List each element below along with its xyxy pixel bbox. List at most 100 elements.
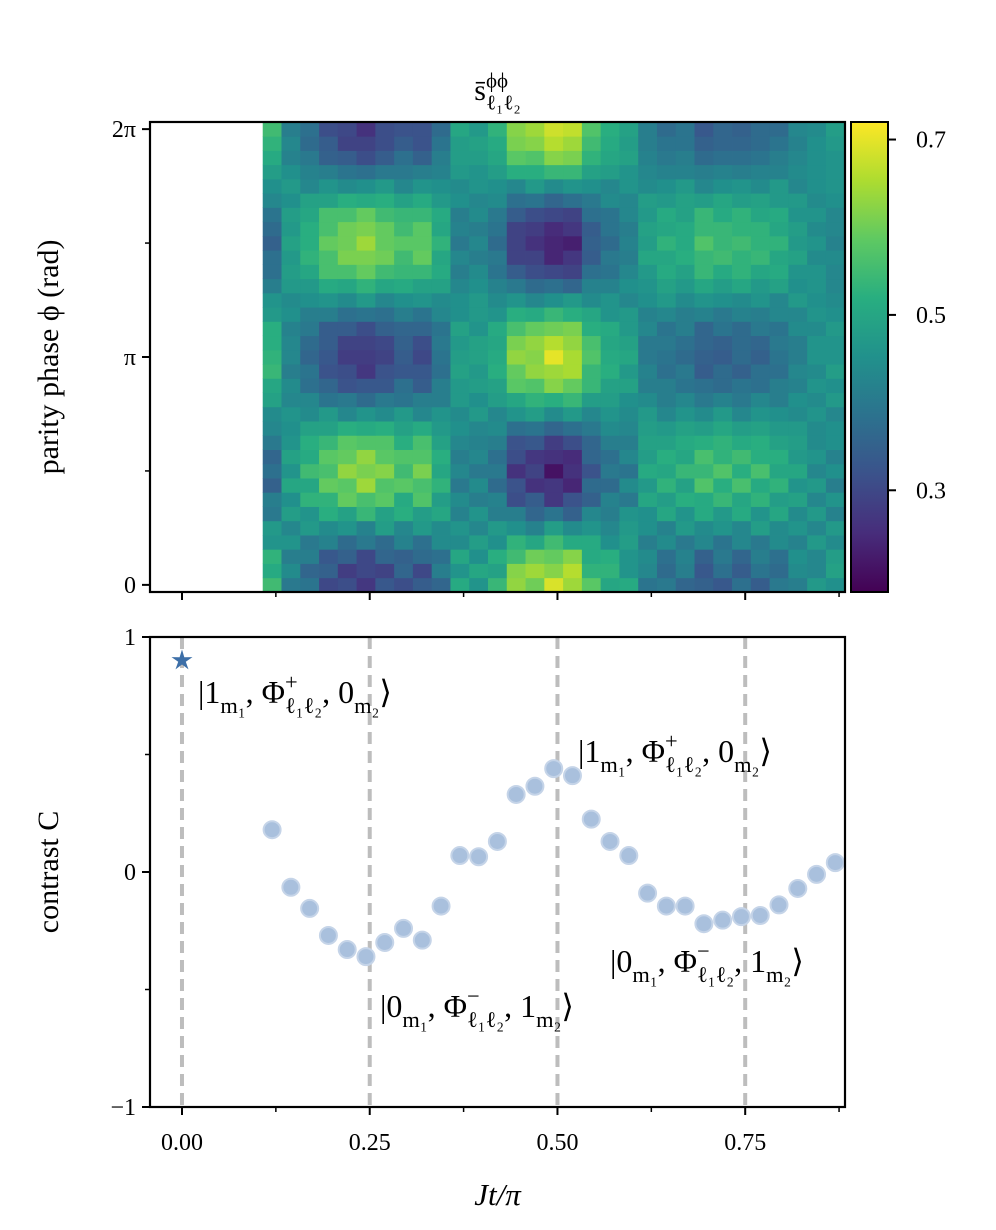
heatmap-cell bbox=[375, 335, 395, 351]
heatmap-cell bbox=[713, 235, 733, 251]
heatmap-cell bbox=[337, 335, 357, 351]
heatmap-cell bbox=[356, 235, 376, 251]
heatmap-cell bbox=[619, 292, 639, 308]
heatmap-cell bbox=[732, 435, 752, 450]
heatmap-cell bbox=[656, 506, 677, 522]
heatmap-cell bbox=[525, 549, 545, 564]
heatmap-cell bbox=[488, 335, 508, 351]
heatmap-cell bbox=[619, 136, 639, 151]
heatmap-cell bbox=[412, 150, 433, 166]
heatmap-cell bbox=[394, 549, 414, 564]
heatmap-cell bbox=[319, 406, 339, 422]
heatmap-cell bbox=[563, 506, 583, 522]
heatmap-cell bbox=[694, 349, 714, 365]
heatmap-cell bbox=[412, 292, 433, 308]
heatmap-cell bbox=[750, 250, 771, 265]
heatmap-cell bbox=[356, 321, 376, 337]
heatmap-cell bbox=[469, 349, 489, 365]
heatmap-cell bbox=[581, 235, 602, 251]
heatmap-cell bbox=[750, 449, 771, 465]
heatmap-cell bbox=[807, 150, 827, 166]
heatmap-cell bbox=[769, 307, 789, 322]
heatmap-cell bbox=[375, 150, 395, 166]
heatmap-cell bbox=[600, 122, 620, 137]
heatmap-cell bbox=[825, 136, 846, 151]
heatmap-cell bbox=[262, 164, 282, 180]
heatmap-cell bbox=[525, 250, 545, 265]
heatmap-cell bbox=[469, 520, 489, 536]
heatmap-cell bbox=[262, 364, 282, 379]
heatmap-cell bbox=[488, 492, 508, 507]
heatmap-cell bbox=[488, 392, 508, 408]
heatmap-cell bbox=[769, 492, 789, 507]
heatmap-cell bbox=[375, 577, 395, 593]
heatmap-cell bbox=[300, 349, 320, 365]
heatmap-cell bbox=[675, 335, 695, 351]
heatmap-cell bbox=[656, 378, 677, 394]
heatmap-cell bbox=[788, 563, 808, 579]
heatmap-cell bbox=[412, 364, 433, 379]
heatmap-cell bbox=[563, 520, 583, 536]
heatmap-cell bbox=[581, 435, 602, 450]
heatmap-cell bbox=[488, 463, 508, 479]
heatmap-cell bbox=[619, 449, 639, 465]
text-part: ⟩ bbox=[759, 733, 771, 769]
heatmap-cell bbox=[825, 392, 846, 408]
heatmap-cell bbox=[488, 307, 508, 322]
heatmap-cell bbox=[769, 364, 789, 379]
heatmap-cell bbox=[262, 478, 282, 493]
heatmap-cell bbox=[788, 264, 808, 280]
heatmap-cell bbox=[469, 150, 489, 166]
heatmap-cell bbox=[394, 520, 414, 536]
heatmap-cell bbox=[807, 563, 827, 579]
heatmap-cell bbox=[300, 178, 320, 194]
heatmap-cell bbox=[769, 392, 789, 408]
scatter-point bbox=[638, 883, 658, 903]
heatmap-cell bbox=[694, 406, 714, 422]
heatmap-cell bbox=[563, 492, 583, 507]
heatmap-cell bbox=[769, 235, 789, 251]
heatmap-cell bbox=[375, 563, 395, 579]
heatmap-cell bbox=[638, 250, 658, 265]
heatmap-cell bbox=[450, 321, 470, 337]
heatmap-cell bbox=[450, 136, 470, 151]
heatmap-cell bbox=[525, 520, 545, 536]
heatmap-cell bbox=[732, 264, 752, 280]
heatmap-cell bbox=[656, 449, 677, 465]
heatmap-cell bbox=[469, 577, 489, 593]
heatmap-cell bbox=[431, 321, 451, 337]
heatmap-cell bbox=[732, 207, 752, 223]
heatmap-cell bbox=[825, 421, 846, 436]
heatmap-cell bbox=[675, 250, 695, 265]
heatmap-cell bbox=[450, 421, 470, 436]
heatmap-cell bbox=[732, 136, 752, 151]
heatmap-cell bbox=[675, 278, 695, 294]
heatmap-cell bbox=[262, 278, 282, 294]
heatmap-cell bbox=[488, 449, 508, 465]
text-part: ℓ₁ℓ₂ bbox=[697, 962, 734, 987]
heatmap-cell bbox=[638, 264, 658, 280]
heatmap-cell bbox=[544, 378, 564, 394]
heatmap-cell bbox=[525, 235, 545, 251]
heatmap-cell bbox=[563, 549, 583, 564]
heatmap-cell bbox=[675, 421, 695, 436]
heatmap-cell bbox=[356, 264, 376, 280]
heatmap-cell bbox=[769, 478, 789, 493]
heatmap-cell bbox=[375, 321, 395, 337]
heatmap-cell bbox=[788, 492, 808, 507]
heatmap-cell bbox=[394, 278, 414, 294]
heatmap-cell bbox=[563, 435, 583, 450]
heatmap-cell bbox=[694, 478, 714, 493]
heatmap-cell bbox=[450, 378, 470, 394]
heatmap-cell bbox=[281, 463, 301, 479]
heatmap-cell bbox=[713, 463, 733, 479]
heatmap-cell bbox=[750, 535, 771, 550]
heatmap-cell bbox=[281, 292, 301, 308]
heatmap-cell bbox=[300, 463, 320, 479]
heatmap-cell bbox=[300, 563, 320, 579]
heatmap-cell bbox=[638, 463, 658, 479]
heatmap-cell bbox=[469, 193, 489, 208]
heatmap-cell bbox=[769, 535, 789, 550]
scatter-point bbox=[769, 895, 789, 915]
heatmap-cell bbox=[619, 506, 639, 522]
